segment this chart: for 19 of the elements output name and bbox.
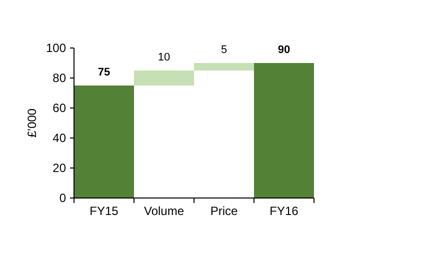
bar: [194, 63, 254, 70]
y-tick-label: 100: [46, 41, 66, 55]
y-tick-label: 60: [52, 101, 66, 115]
bar: [134, 70, 194, 86]
x-tick-label: Volume: [144, 204, 184, 218]
y-tick-label: 40: [52, 131, 66, 145]
bar: [254, 63, 314, 198]
bar: [74, 86, 134, 198]
y-tick-label: 0: [59, 191, 66, 205]
data-label: 10: [158, 52, 170, 64]
data-label: 75: [98, 66, 110, 78]
data-label: 90: [278, 44, 290, 56]
y-tick-label: 20: [52, 161, 66, 175]
y-tick-label: 80: [52, 71, 66, 85]
data-label: 5: [220, 44, 228, 56]
x-tick-label: FY15: [90, 204, 119, 218]
x-tick-label: FY16: [270, 204, 299, 218]
y-axis-title: £'000: [25, 108, 39, 138]
x-tick-label: Price: [210, 204, 238, 218]
